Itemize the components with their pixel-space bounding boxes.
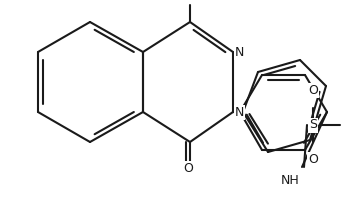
Text: S: S xyxy=(309,118,317,131)
Text: N: N xyxy=(235,46,244,59)
Text: O: O xyxy=(183,162,193,175)
Text: O: O xyxy=(308,153,318,166)
Text: N: N xyxy=(235,105,244,118)
Text: O: O xyxy=(308,84,318,97)
Text: NH: NH xyxy=(281,174,299,187)
